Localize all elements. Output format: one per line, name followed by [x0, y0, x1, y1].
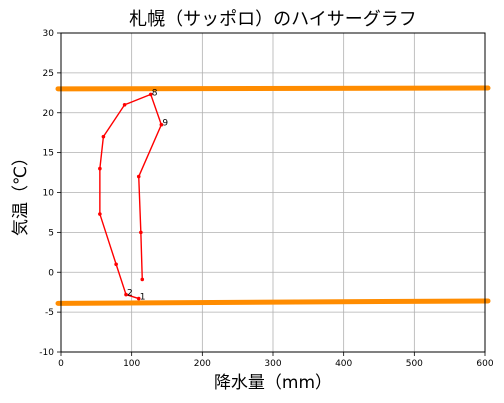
x-tick-label: 100 [123, 359, 140, 369]
x-tick-label: 600 [476, 359, 493, 369]
y-axis-ticks: -10 -5 0 5 10 15 20 25 30 [39, 29, 61, 358]
data-point [140, 277, 145, 282]
data-point [148, 92, 153, 97]
data-point [124, 292, 128, 297]
data-point [139, 230, 143, 235]
data-point [136, 296, 141, 301]
x-tick-label: 400 [335, 359, 352, 369]
reference-lines [55, 85, 491, 306]
data-point [114, 262, 118, 267]
y-tick-label: 20 [43, 109, 55, 119]
data-point [136, 174, 141, 179]
y-tick-label: -5 [45, 308, 54, 318]
y-tick-label: 5 [48, 228, 54, 238]
x-tick-label: 300 [264, 359, 281, 369]
y-tick-label: 30 [43, 29, 55, 39]
x-axis-label: 降水量（mm） [214, 373, 332, 393]
reference-line [55, 85, 491, 92]
reference-line [55, 298, 491, 306]
data-point-label: 1 [140, 293, 146, 303]
series: 12 8 9 [98, 88, 168, 303]
x-tick-label: 200 [194, 359, 211, 369]
data-point [122, 102, 127, 107]
y-axis-label: 気温（℃） [11, 149, 31, 236]
data-point-label: 9 [162, 119, 168, 129]
data-point-label: 8 [152, 88, 158, 98]
data-point [101, 134, 106, 139]
y-tick-label: 0 [48, 268, 54, 278]
y-tick-label: 15 [43, 149, 54, 159]
y-tick-label: -10 [39, 348, 54, 358]
data-point [159, 122, 164, 127]
data-point [98, 166, 102, 171]
y-tick-label: 10 [43, 189, 55, 199]
data-point [98, 212, 102, 216]
y-tick-label: 25 [43, 69, 54, 79]
x-tick-label: 500 [406, 359, 423, 369]
data-point-label: 2 [127, 289, 133, 299]
chart-title: 札幌（サッポロ）のハイサーグラフ [129, 9, 417, 30]
series-line [99, 93, 163, 300]
x-tick-label: 0 [58, 359, 64, 369]
x-axis-ticks: 0 100 200 300 400 500 600 [58, 352, 494, 369]
